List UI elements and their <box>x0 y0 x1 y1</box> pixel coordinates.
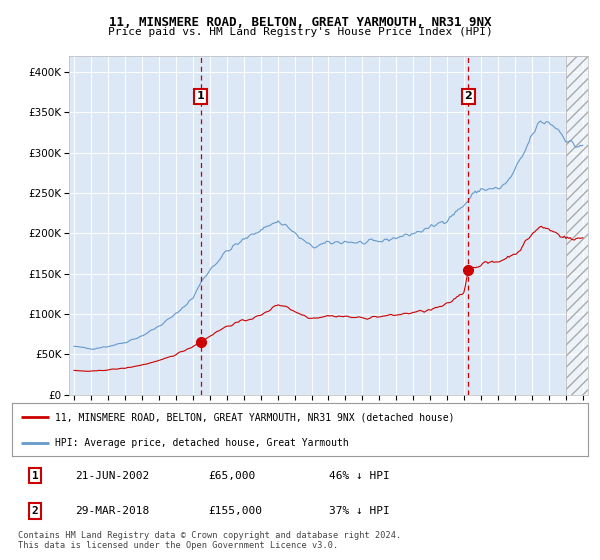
Text: 2: 2 <box>464 91 472 101</box>
Text: 29-MAR-2018: 29-MAR-2018 <box>76 506 149 516</box>
Text: £65,000: £65,000 <box>208 470 255 480</box>
Text: Contains HM Land Registry data © Crown copyright and database right 2024.
This d: Contains HM Land Registry data © Crown c… <box>18 531 401 550</box>
Text: 2: 2 <box>32 506 38 516</box>
Text: 46% ↓ HPI: 46% ↓ HPI <box>329 470 389 480</box>
Text: 21-JUN-2002: 21-JUN-2002 <box>76 470 149 480</box>
Text: 1: 1 <box>32 470 38 480</box>
Text: 11, MINSMERE ROAD, BELTON, GREAT YARMOUTH, NR31 9NX (detached house): 11, MINSMERE ROAD, BELTON, GREAT YARMOUT… <box>55 412 455 422</box>
Text: £155,000: £155,000 <box>208 506 262 516</box>
Text: 37% ↓ HPI: 37% ↓ HPI <box>329 506 389 516</box>
Text: 11, MINSMERE ROAD, BELTON, GREAT YARMOUTH, NR31 9NX: 11, MINSMERE ROAD, BELTON, GREAT YARMOUT… <box>109 16 491 29</box>
Text: HPI: Average price, detached house, Great Yarmouth: HPI: Average price, detached house, Grea… <box>55 437 349 447</box>
Text: Price paid vs. HM Land Registry's House Price Index (HPI): Price paid vs. HM Land Registry's House … <box>107 27 493 37</box>
Text: 1: 1 <box>197 91 205 101</box>
